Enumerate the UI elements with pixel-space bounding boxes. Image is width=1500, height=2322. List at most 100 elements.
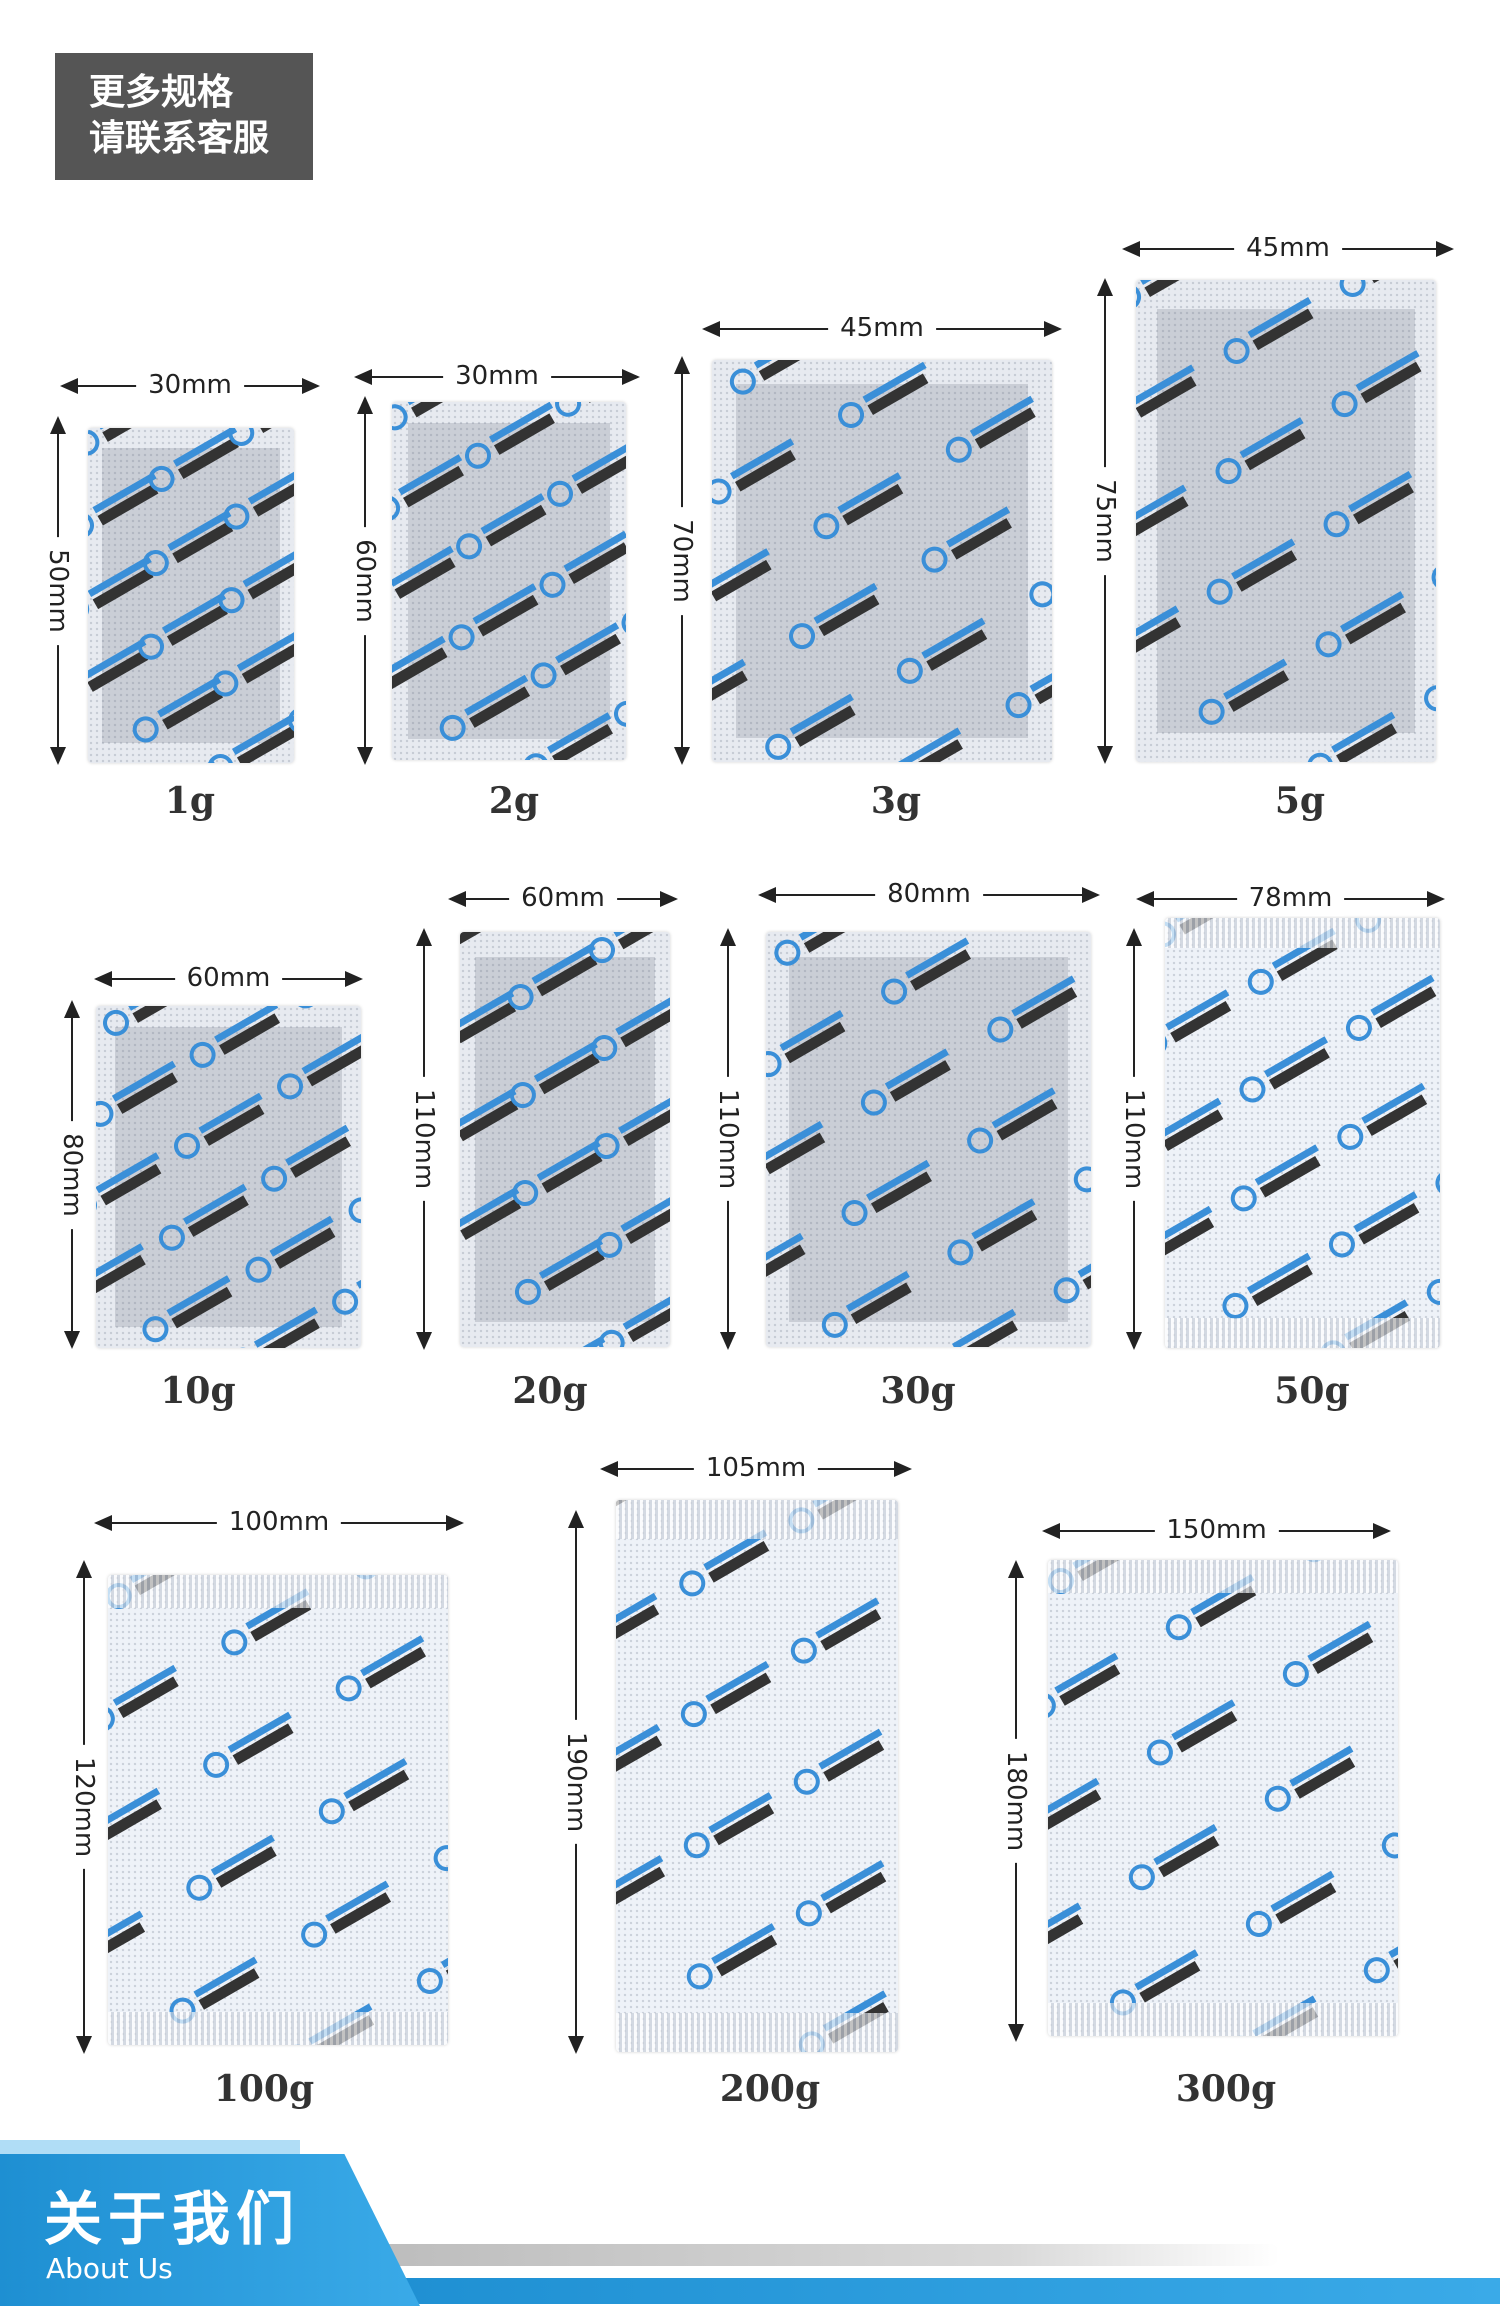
brand-text-block bbox=[1136, 364, 1202, 418]
brand-mark bbox=[153, 1182, 254, 1256]
brand-mark bbox=[1435, 402, 1436, 476]
brand-mark bbox=[96, 1241, 152, 1315]
brand-text-block bbox=[862, 362, 933, 416]
brand-text-block bbox=[1077, 1236, 1091, 1290]
brand-mark bbox=[791, 1858, 893, 1932]
brand-text-block bbox=[392, 544, 461, 599]
arrow-left-icon bbox=[94, 971, 112, 987]
brand-logo-icon bbox=[342, 1192, 361, 1229]
arrow-left-icon bbox=[94, 1515, 112, 1531]
brand-mark bbox=[459, 402, 561, 474]
brand-mark bbox=[1395, 1665, 1398, 1739]
arrow-right-icon bbox=[1373, 1523, 1391, 1539]
brand-text-block bbox=[837, 472, 909, 526]
brand-mark bbox=[766, 1008, 851, 1082]
arrow-right-icon bbox=[345, 971, 363, 987]
arrow-left-icon bbox=[600, 1461, 618, 1477]
brand-mark bbox=[677, 1659, 778, 1733]
brand-text-block bbox=[1263, 1036, 1334, 1090]
brand-mark bbox=[1310, 589, 1412, 663]
brand-logo-icon bbox=[1242, 963, 1279, 1000]
width-label: 78mm bbox=[1236, 880, 1345, 916]
height-dimension: 110mm bbox=[1114, 928, 1154, 1350]
height-dimension: 70mm bbox=[662, 356, 702, 765]
weight-label: 200g bbox=[719, 2068, 821, 2110]
brand-logo-icon bbox=[962, 1122, 998, 1158]
brand-logo-icon bbox=[1418, 680, 1436, 717]
brand-mark bbox=[855, 1046, 957, 1120]
brand-mark bbox=[451, 490, 553, 564]
brand-mark bbox=[1165, 1096, 1229, 1170]
brand-text-block bbox=[546, 712, 618, 760]
brand-text-block bbox=[227, 1711, 299, 1765]
brand-text-block bbox=[210, 1834, 282, 1888]
brand-text-block bbox=[213, 1006, 285, 1055]
brand-mark bbox=[1048, 429, 1052, 503]
brand-text-block bbox=[813, 583, 885, 637]
brand-mark bbox=[1318, 469, 1420, 543]
brand-logo-icon bbox=[892, 653, 929, 689]
brand-logo-icon bbox=[1340, 1010, 1377, 1046]
width-dimension: 80mm bbox=[758, 874, 1100, 914]
brand-text-block bbox=[1136, 485, 1194, 539]
banner-blue-stripe bbox=[360, 2278, 1500, 2304]
sachet-print-pattern bbox=[96, 1006, 361, 1348]
brand-mark bbox=[287, 1006, 361, 1014]
brand-mark bbox=[108, 1908, 151, 1982]
brand-text-block bbox=[712, 548, 777, 602]
brand-text-block bbox=[1048, 1902, 1088, 1956]
brand-mark bbox=[108, 1663, 185, 1737]
arrow-left-icon bbox=[702, 321, 720, 337]
brand-text-block bbox=[1331, 711, 1402, 762]
brand-text-block bbox=[1048, 1777, 1107, 1831]
arrow-up-icon bbox=[1008, 1560, 1024, 1578]
brand-mark bbox=[1218, 295, 1319, 369]
brand-logo-icon bbox=[1225, 1180, 1262, 1216]
width-label: 45mm bbox=[1234, 230, 1342, 266]
width-label: 30mm bbox=[443, 358, 551, 394]
brand-logo-icon bbox=[128, 711, 164, 747]
brand-mark bbox=[137, 1273, 238, 1347]
width-label: 105mm bbox=[693, 1450, 819, 1486]
brand-text-block bbox=[269, 1216, 340, 1270]
brand-text-block bbox=[325, 1880, 397, 1934]
brand-text-block bbox=[1254, 1144, 1325, 1198]
sachet-texture bbox=[1136, 280, 1436, 762]
brand-text-block bbox=[563, 530, 626, 585]
brand-logo-icon bbox=[1421, 1273, 1440, 1310]
width-dimension: 105mm bbox=[600, 1448, 912, 1488]
sachet-print-pattern bbox=[766, 932, 1091, 1347]
brand-mark bbox=[208, 627, 294, 701]
arrow-right-icon bbox=[446, 1515, 464, 1531]
brand-logo-icon bbox=[786, 1633, 823, 1670]
banner-grey-stripe bbox=[380, 2244, 1280, 2266]
brand-logo-icon bbox=[1430, 1165, 1440, 1201]
brand-mark bbox=[892, 615, 994, 689]
brand-logo-icon bbox=[255, 1160, 292, 1197]
brand-logo-icon bbox=[1310, 627, 1347, 663]
height-dimension: 180mm bbox=[996, 1560, 1036, 2042]
brand-text-block bbox=[616, 1724, 668, 1778]
width-dimension: 45mm bbox=[702, 308, 1062, 348]
height-label: 75mm bbox=[1087, 467, 1123, 575]
brand-logo-icon bbox=[313, 1793, 350, 1830]
arrow-up-icon bbox=[50, 416, 66, 434]
brand-text-block bbox=[1134, 1948, 1205, 2003]
brand-text-block bbox=[1171, 1699, 1242, 1753]
brand-text-block bbox=[815, 1597, 887, 1652]
brand-logo-icon bbox=[1377, 1827, 1398, 1864]
brand-logo-icon bbox=[677, 1696, 713, 1733]
brand-text-block bbox=[1369, 974, 1440, 1028]
brand-text-block bbox=[845, 1270, 916, 1324]
brand-mark bbox=[1194, 657, 1295, 731]
brand-logo-icon bbox=[184, 1037, 221, 1074]
brand-text-block bbox=[798, 932, 870, 952]
brand-mark bbox=[311, 1337, 361, 1348]
brand-mark bbox=[108, 1785, 168, 1859]
brand-mark bbox=[1136, 280, 1211, 316]
brand-mark bbox=[96, 1150, 168, 1224]
brand-mark bbox=[600, 748, 626, 760]
product-line bbox=[803, 932, 865, 952]
weight-label: 5g bbox=[1274, 780, 1326, 822]
brand-text-block bbox=[951, 1308, 1022, 1347]
